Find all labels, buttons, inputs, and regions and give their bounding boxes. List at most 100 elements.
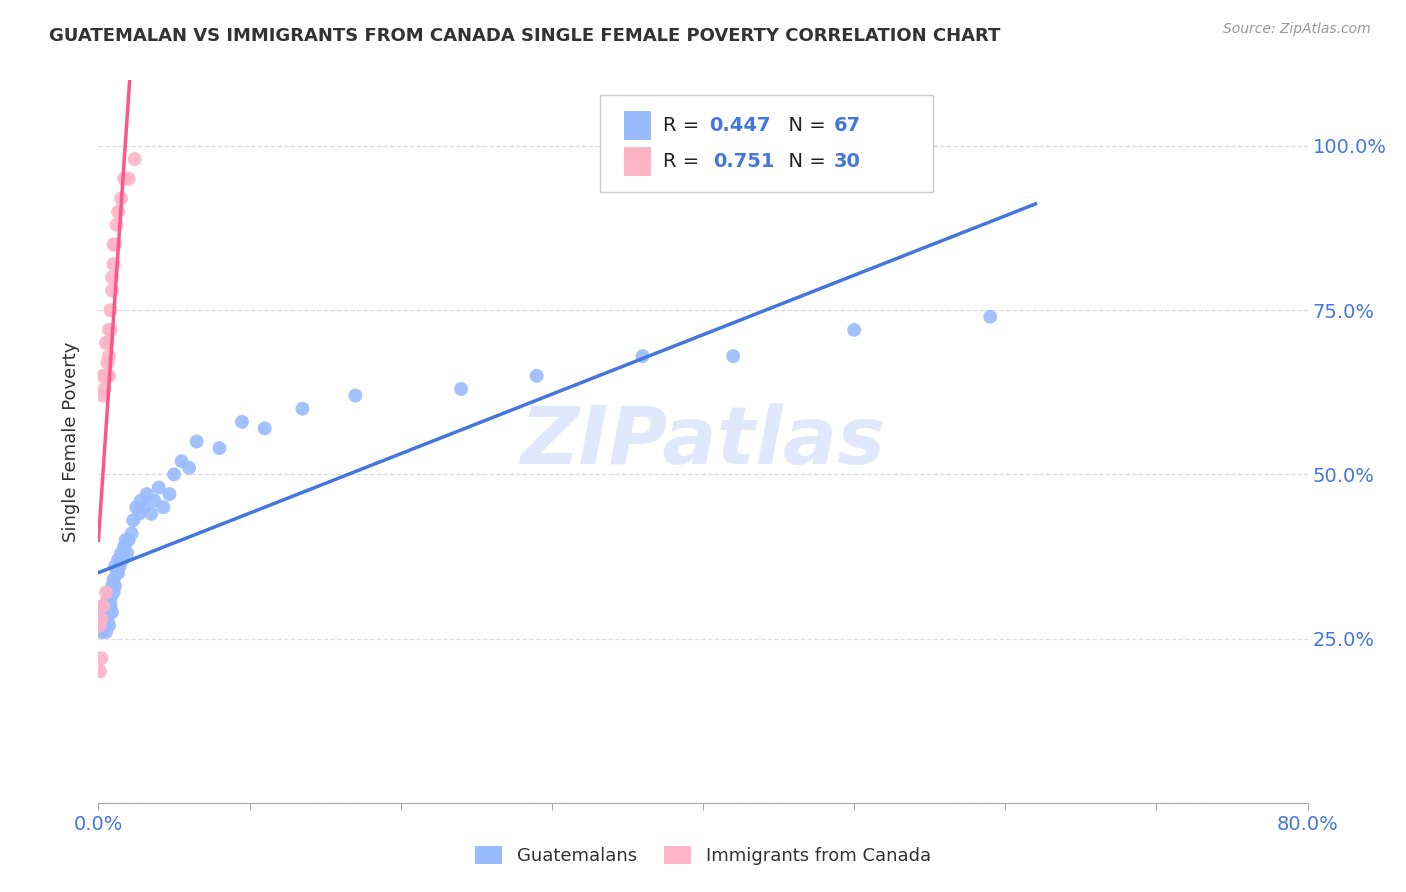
Point [152,500,174,515]
Point [115,546,138,560]
Point [101,605,124,619]
Point [118,171,141,186]
Point [122,513,145,527]
Point [110,546,132,560]
Bar [624,112,651,140]
Point [93,599,115,613]
Point [96,356,118,370]
Point [231,415,253,429]
Point [186,434,208,449]
Point [100,592,122,607]
Point [98,605,121,619]
Text: 0.447: 0.447 [709,116,770,136]
Point [118,533,141,547]
Point [112,540,135,554]
Point [100,303,122,318]
Point [844,323,866,337]
Point [141,507,163,521]
Point [121,526,143,541]
Point [90,625,112,640]
Point [125,500,148,515]
Point [129,493,152,508]
Point [89,665,111,679]
Point [291,401,314,416]
Point [89,618,111,632]
Point [107,204,129,219]
Bar [624,147,651,176]
Point [94,618,117,632]
Point [107,566,129,580]
Point [98,368,121,383]
Point [526,368,548,383]
Point [103,237,125,252]
Point [103,257,125,271]
Point [91,368,114,383]
Point [98,323,121,337]
Point [128,507,150,521]
Text: ZIPatlas: ZIPatlas [520,402,886,481]
FancyBboxPatch shape [600,95,932,193]
Point [98,585,121,599]
Point [979,310,1001,324]
Point [148,481,170,495]
Point [124,152,146,166]
Point [631,349,654,363]
Point [91,388,114,402]
Text: N =: N = [776,116,831,136]
Point [111,553,134,567]
Point [91,599,114,613]
Point [98,618,121,632]
Point [104,579,127,593]
Point [107,553,129,567]
Point [103,585,125,599]
Point [90,651,112,665]
Point [170,454,193,468]
Point [96,336,118,351]
Point [100,323,122,337]
Point [91,618,114,632]
Point [344,388,367,402]
Point [105,566,128,580]
Point [94,625,117,640]
Point [253,421,276,435]
Point [110,192,132,206]
Point [93,368,115,383]
Point [159,487,181,501]
Point [450,382,472,396]
Point [96,612,118,626]
Point [96,605,118,619]
Text: R =: R = [664,152,711,170]
Point [98,599,121,613]
Text: Source: ZipAtlas.com: Source: ZipAtlas.com [1223,22,1371,37]
Point [94,336,117,351]
Point [179,460,201,475]
Point [94,612,117,626]
Text: 0.751: 0.751 [713,152,775,170]
Point [98,349,121,363]
Point [101,270,124,285]
Point [101,579,124,593]
Point [90,618,112,632]
Point [114,533,136,547]
Point [94,585,117,599]
Point [105,218,128,232]
Point [103,573,125,587]
Point [89,618,111,632]
Point [163,467,186,482]
Point [89,612,111,626]
Text: GUATEMALAN VS IMMIGRANTS FROM CANADA SINGLE FEMALE POVERTY CORRELATION CHART: GUATEMALAN VS IMMIGRANTS FROM CANADA SIN… [49,27,1001,45]
Point [90,612,112,626]
Point [104,237,127,252]
Point [91,612,114,626]
Point [96,592,118,607]
Point [112,171,135,186]
Point [132,500,155,515]
Point [91,605,114,619]
Point [94,605,117,619]
Point [101,284,124,298]
Point [208,441,231,455]
Text: N =: N = [776,152,831,170]
Point [108,559,131,574]
Point [104,559,127,574]
Point [93,618,115,632]
